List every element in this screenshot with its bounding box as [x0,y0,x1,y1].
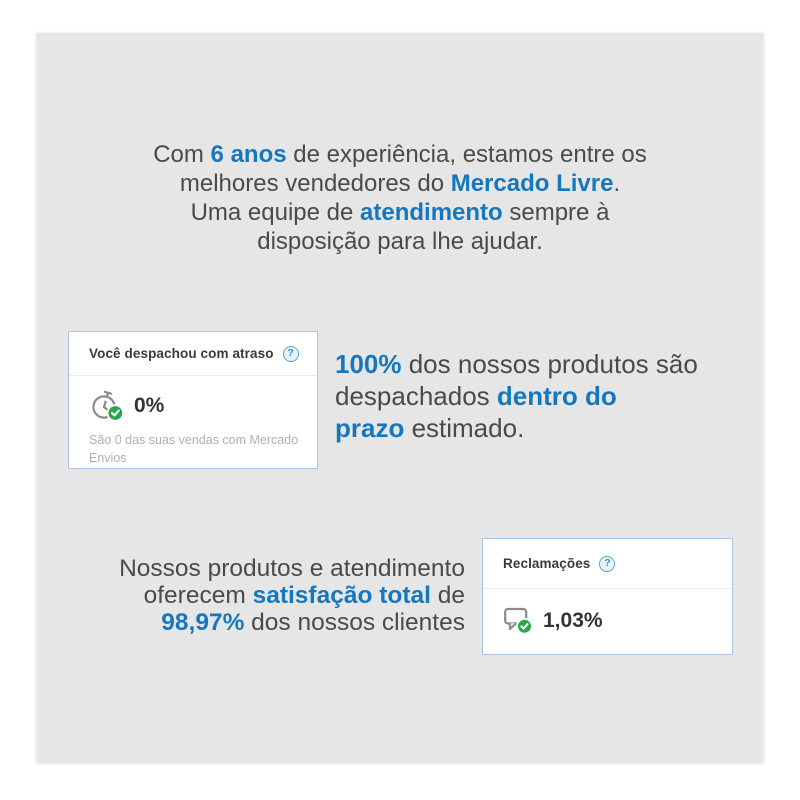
shipping-card-title: Você despachou com atraso [89,346,274,361]
metric-row: 0% [89,389,301,422]
text-line: melhores vendedores do Mercado Livre. [37,169,763,198]
claims-card: Reclamações ? 1,03% [482,538,733,655]
highlight-brand: Mercado Livre [450,170,614,197]
stopwatch-check-icon [92,390,124,422]
text-segment: despachados [335,381,497,411]
metric-row: 1,03% [503,606,716,635]
shipping-delay-card: Você despachou com atraso ? [68,331,318,469]
text-segment: disposição para lhe ajudar. [257,228,543,255]
text-line: 100% dos nossos produtos são [335,348,745,380]
question-mark-icon[interactable]: ? [282,345,299,362]
claims-percentage-value: 1,03% [543,608,603,632]
satisfaction-note: Nossos produtos e atendimento oferecem s… [82,555,465,636]
text-segment: de experiência, estamos entre os [286,141,647,168]
highlight-satisfaction-percent: 98,97% [161,609,245,636]
text-segment: Uma equipe de [190,199,361,226]
text-segment: Nossos produtos e atendimento [119,555,465,582]
text-segment: Com [153,141,211,168]
text-line: disposição para lhe ajudar. [37,227,763,256]
text-line: Com 6 anos de experiência, estamos entre… [37,140,763,169]
text-line: 98,97% dos nossos clientes [82,609,465,636]
card-header: Você despachou com atraso ? [69,332,317,376]
gray-panel: Com 6 anos de experiência, estamos entre… [37,33,763,762]
text-segment: melhores vendedores do [179,170,451,197]
text-line: Nossos produtos e atendimento [82,555,465,582]
intro-text: Com 6 anos de experiência, estamos entre… [37,140,763,256]
text-segment: . [613,170,621,197]
claims-card-title: Reclamações [503,556,591,571]
card-body: 1,03% [483,589,732,635]
card-body: 0% São 0 das suas vendas com Mercado Env… [69,376,317,467]
text-line: oferecem satisfação total de [82,582,465,609]
text-line: Uma equipe de atendimento sempre à [37,198,763,227]
text-line: despachados dentro do [335,380,745,412]
text-segment: estimado. [404,413,525,443]
shipping-card-description: São 0 das suas vendas com Mercado Envios [89,433,299,465]
highlight-on-time: prazo [335,413,405,443]
text-segment: dos nossos clientes [244,609,465,636]
text-segment: dos nossos produtos são [401,349,698,379]
highlight-years: 6 anos [210,141,287,168]
highlight-100-percent: 100% [335,349,402,379]
text-segment: de [430,582,465,609]
question-mark-icon[interactable]: ? [599,555,616,572]
card-header: Reclamações ? [483,539,732,589]
highlight-service: atendimento [360,199,503,226]
text-segment: oferecem [143,582,253,609]
chat-bubble-check-icon [504,607,533,635]
delay-percentage-value: 0% [134,393,165,417]
highlight-on-time: dentro do [496,381,617,411]
highlight-satisfaction: satisfação total [252,582,431,609]
text-segment: sempre à [502,199,610,226]
text-line: prazo estimado. [335,412,745,444]
shipping-note: 100% dos nossos produtos são despachados… [335,348,745,444]
